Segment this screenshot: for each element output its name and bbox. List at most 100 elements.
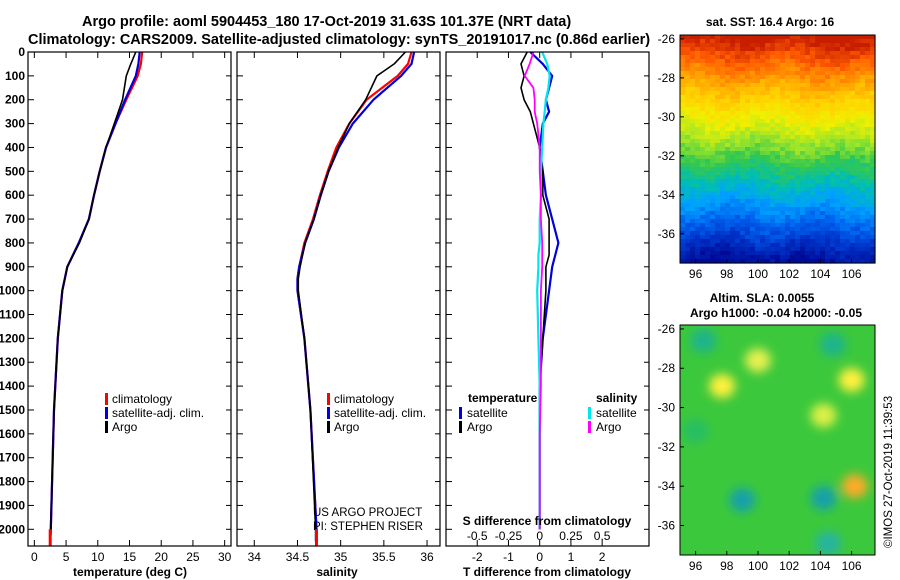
sst-cell xyxy=(735,179,741,184)
sst-cell xyxy=(710,111,716,116)
sst-cell xyxy=(850,139,856,144)
sst-cell xyxy=(700,211,706,216)
sst-cell xyxy=(850,43,856,48)
sst-cell xyxy=(870,99,876,104)
sst-cell xyxy=(690,251,696,256)
sst-cell xyxy=(730,135,736,140)
sst-cell xyxy=(715,175,721,180)
sst-cell xyxy=(800,195,806,200)
sst-cell xyxy=(800,235,806,240)
sst-cell xyxy=(725,75,731,80)
sst-cell xyxy=(850,91,856,96)
sst-cell xyxy=(820,71,826,76)
sst-cell xyxy=(855,91,861,96)
sst-cell xyxy=(720,67,726,72)
sst-cell xyxy=(765,107,771,112)
sst-cell xyxy=(850,123,856,128)
sst-cell xyxy=(815,187,821,192)
sst-cell xyxy=(735,103,741,108)
sst-cell xyxy=(735,119,741,124)
sst-cell xyxy=(720,119,726,124)
sst-cell xyxy=(685,195,691,200)
sst-cell xyxy=(785,211,791,216)
sst-cell xyxy=(740,127,746,132)
sst-cell xyxy=(795,251,801,256)
sst-cell xyxy=(720,207,726,212)
sst-cell xyxy=(720,123,726,128)
sst-cell xyxy=(725,131,731,136)
sst-cell xyxy=(680,187,686,192)
sst-cell xyxy=(740,243,746,248)
sst-cell xyxy=(735,67,741,72)
sst-cell xyxy=(835,39,841,44)
sst-cell xyxy=(820,91,826,96)
sst-cell xyxy=(685,203,691,208)
sst-cell xyxy=(820,183,826,188)
sst-cell xyxy=(715,255,721,260)
sst-cell xyxy=(815,151,821,156)
sst-cell xyxy=(795,183,801,188)
sst-cell xyxy=(800,191,806,196)
sst-cell xyxy=(860,175,866,180)
sst-cell xyxy=(840,67,846,72)
sst-cell xyxy=(700,71,706,76)
sst-cell xyxy=(800,119,806,124)
sst-cell xyxy=(755,59,761,64)
sst-cell xyxy=(825,87,831,92)
sst-cell xyxy=(685,43,691,48)
sst-cell xyxy=(715,75,721,80)
sst-cell xyxy=(760,203,766,208)
sst-cell xyxy=(760,119,766,124)
sst-cell xyxy=(860,71,866,76)
sst-cell xyxy=(700,219,706,224)
sst-cell xyxy=(755,75,761,80)
sst-cell xyxy=(745,119,751,124)
sst-cell xyxy=(680,255,686,260)
sst-cell xyxy=(850,243,856,248)
depth-tick-label: 200 xyxy=(5,93,25,107)
sst-cell xyxy=(690,159,696,164)
sst-cell xyxy=(695,83,701,88)
sst-cell xyxy=(870,83,876,88)
sst-cell xyxy=(845,107,851,112)
sst-cell xyxy=(765,83,771,88)
sst-cell xyxy=(865,123,871,128)
sst-cell xyxy=(805,83,811,88)
sst-cell xyxy=(720,155,726,160)
sst-cell xyxy=(840,171,846,176)
sst-cell xyxy=(720,183,726,188)
sst-cell xyxy=(710,187,716,192)
sst-cell xyxy=(865,251,871,256)
sst-cell xyxy=(735,151,741,156)
sst-cell xyxy=(800,139,806,144)
sst-cell xyxy=(840,231,846,236)
temperature-tick-label: 20 xyxy=(155,550,169,564)
sst-cell xyxy=(810,207,816,212)
sst-cell xyxy=(830,79,836,84)
sst-cell xyxy=(695,191,701,196)
difference-legend-salinity: salinity satellite Argo xyxy=(588,391,638,434)
sst-cell xyxy=(765,111,771,116)
sst-cell xyxy=(830,223,836,228)
sst-cell xyxy=(780,235,786,240)
salinity-tick-label: 34 xyxy=(248,550,262,564)
sst-cell xyxy=(770,151,776,156)
sst-cell xyxy=(765,179,771,184)
sst-cell xyxy=(755,207,761,212)
sst-cell xyxy=(735,155,741,160)
sst-cell xyxy=(780,223,786,228)
legend-t-argo: Argo xyxy=(467,420,493,434)
sst-cell xyxy=(770,79,776,84)
sst-cell xyxy=(685,139,691,144)
sst-cell xyxy=(840,115,846,120)
difference-legend-temperature: temperature satellite Argo xyxy=(459,391,538,434)
sst-cell xyxy=(785,111,791,116)
sst-cell xyxy=(855,219,861,224)
sst-cell xyxy=(870,43,876,48)
sst-cell xyxy=(830,107,836,112)
sst-cell xyxy=(690,47,696,52)
sst-cell xyxy=(755,191,761,196)
sst-cell xyxy=(855,199,861,204)
sst-cell xyxy=(860,51,866,56)
sst-cell xyxy=(745,123,751,128)
